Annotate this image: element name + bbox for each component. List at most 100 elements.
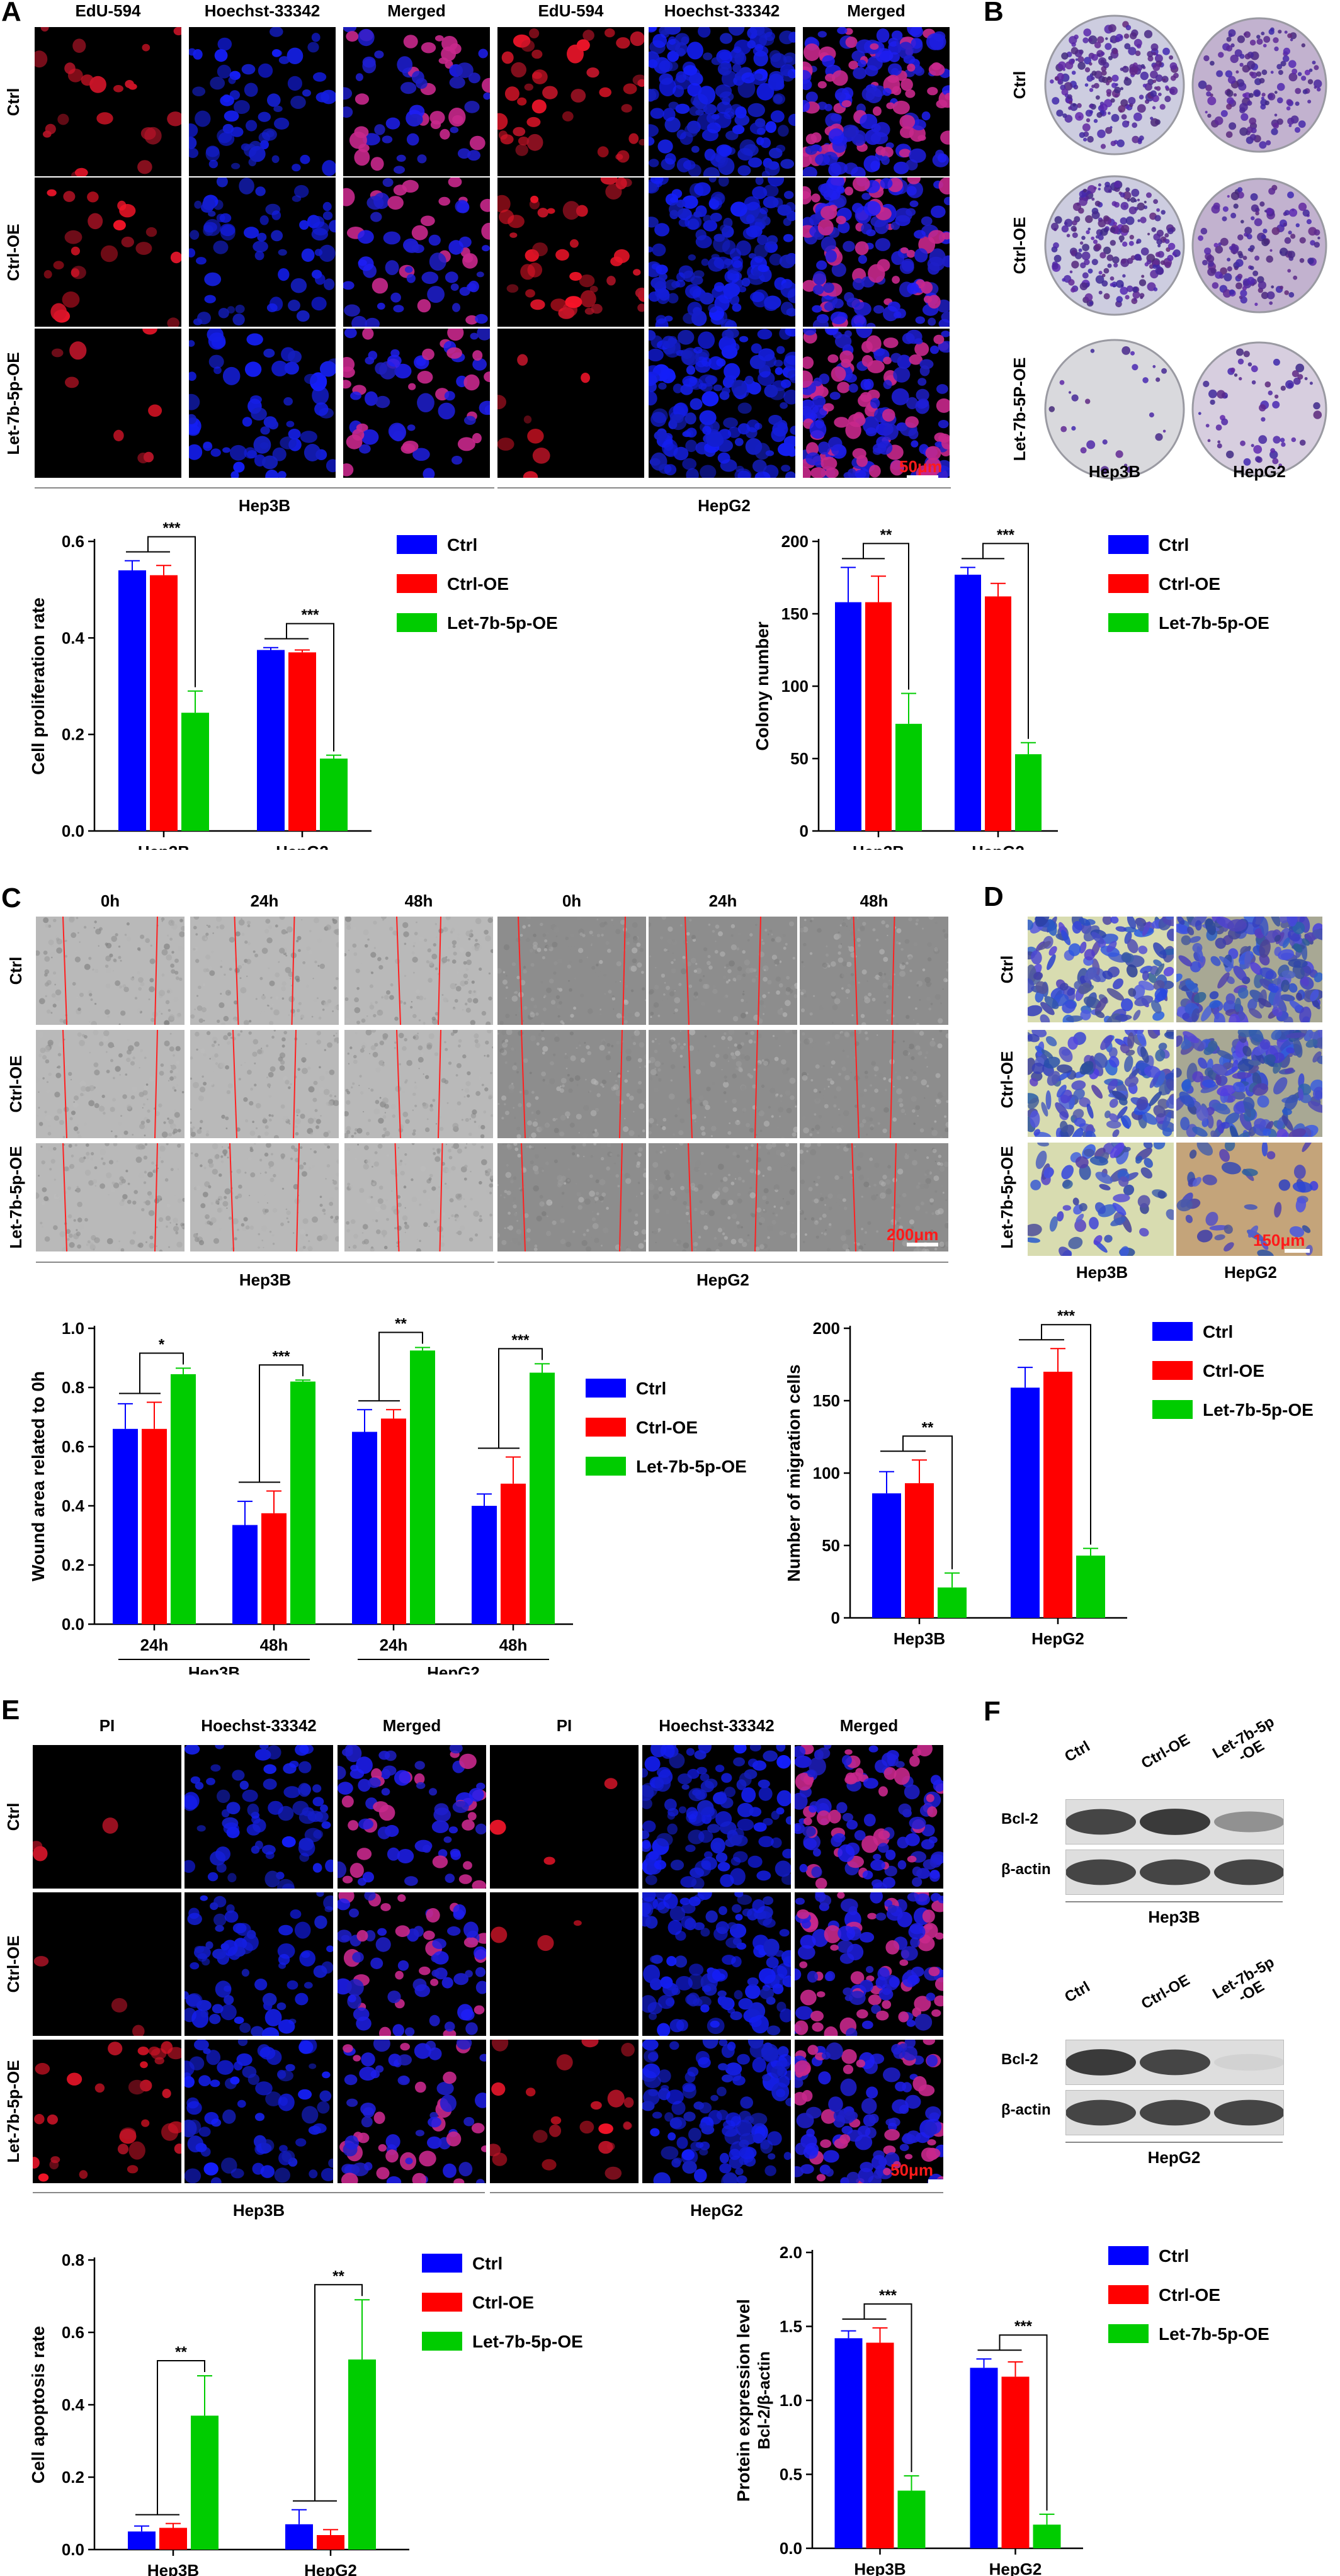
legend-swatch-apoptosis-1 [422,2293,462,2312]
blot-row-label-f-hepg2-1: β-actin [1001,2101,1051,2118]
micrograph-e-r0-c5 [795,1745,943,1889]
wound-image-r2-c4 [649,1143,797,1251]
micrograph-e-r0-c4 [642,1745,791,1889]
group-label-c-0: Hep3B [239,1270,292,1289]
wound-image-r1-c4 [649,1030,797,1138]
micrograph-e-r1-c3 [490,1892,639,2036]
band-f-hep3b-1-0 [1065,1859,1136,1885]
col-head-a-1: Hoechst-33342 [204,1,321,20]
bar-migration-0-2 [938,1587,967,1618]
wound-image-r0-c3 [497,917,646,1025]
sig-bracket-wound-0 [139,1352,184,1394]
x-tick-label-protein-0: Hep3B [854,2560,906,2576]
row-label-a-2: Let-7b-5p-OE [4,351,23,455]
scale-label-d: 150μm [1253,1231,1305,1250]
scale-bar-a [907,475,938,479]
bar-wound-3-2 [530,1372,555,1624]
lane-label-f-hepg2-0: Ctrl [1062,1978,1093,2006]
legend-label-edu-2: Let-7b-5p-OE [447,613,558,633]
bar-colony-1-1 [985,596,1011,831]
legend-label-migration-0: Ctrl [1203,1322,1233,1342]
col-head-c-1: 24h [250,891,279,910]
x-tick-label-edu-1: HepG2 [276,842,329,850]
legend-label-protein-2: Let-7b-5p-OE [1159,2324,1269,2344]
category-group-label-wound-1: HepG2 [427,1663,480,1675]
legend-swatch-edu-1 [397,574,437,593]
bar-wound-2-0 [352,1432,377,1624]
micrograph-a-r1-c5 [803,178,950,327]
y-axis-label2-protein: Bcl-2/β-actin [754,2351,773,2449]
legend-swatch-colony-0 [1108,535,1149,554]
legend-label-wound-2: Let-7b-5p-OE [636,1457,747,1476]
y-tick-label-edu-1: 0.2 [62,725,84,744]
col-head-e-2: Merged [382,1716,441,1735]
band-f-hepg2-1-2 [1214,2099,1285,2126]
bar-migration-1-1 [1043,1372,1072,1618]
scale-label-c: 200μm [887,1225,939,1244]
micrograph-e-r1-c2 [338,1892,486,2036]
bar-wound-1-2 [290,1381,315,1624]
micrograph-a-r0-c5 [803,27,950,176]
sig-bracket-edu-1 [286,623,334,752]
x-tick-label-wound-3: 48h [499,1635,528,1654]
micrograph-e-r0-c0 [33,1745,181,1889]
bar-edu-1-0 [257,650,285,831]
micrograph-a-r0-c4 [649,27,795,176]
micrograph-e-r0-c3 [490,1745,639,1889]
sig-bracket-wound-2 [378,1331,423,1401]
panel-letter-b: B [984,0,1004,27]
sig-label-colony-1: *** [997,526,1015,543]
colony-plate-hep3b-2 [1044,339,1185,480]
legend-swatch-protein-2 [1108,2324,1149,2343]
wound-image-r1-c0 [36,1030,185,1138]
y-tick-label-wound-3: 0.6 [62,1437,84,1456]
scale-bar-c [907,1243,938,1246]
row-label-b-1: Ctrl-OE [1010,217,1029,274]
x-tick-label-apoptosis-1: HepG2 [304,2561,357,2576]
row-label-d-2: Let-7b-5p-OE [997,1146,1016,1249]
legend-swatch-protein-0 [1108,2246,1149,2265]
wound-image-r0-c5 [800,917,948,1025]
bar-wound-0-2 [171,1374,196,1624]
lane-label-f-hep3b-1: Ctrl-OE [1138,1731,1193,1773]
bar-edu-0-0 [118,570,146,831]
y-axis-label-migration: Number of migration cells [784,1364,803,1581]
wound-image-r2-c2 [344,1143,493,1251]
chart-apoptosis: 0.0 0.2 0.4 0.6 0.8 Cell apoptosis rate ** Hep3… [0,2241,667,2576]
bar-edu-0-1 [150,575,178,831]
bar-edu-1-2 [320,759,348,831]
micrograph-a-r2-c5 [803,329,950,478]
micrograph-e-r2-c0 [33,2040,181,2183]
y-tick-label-colony-3: 150 [781,604,809,623]
blot-f-hep3b-0 [1065,1799,1285,1844]
scale-bar-d [1285,1249,1310,1253]
col-head-e-5: Merged [839,1716,899,1735]
band-f-hep3b-0-0 [1065,1809,1136,1835]
y-tick-label-protein-2: 1.0 [780,2391,802,2410]
legend-label-apoptosis-0: Ctrl [472,2254,502,2273]
col-head-a-5: Merged [847,1,906,20]
legend-swatch-colony-1 [1108,574,1149,593]
micrograph-e-r2-c2 [338,2040,486,2183]
micrograph-a-r0-c0 [35,27,181,176]
legend-swatch-migration-0 [1152,1322,1193,1341]
bar-migration-1-0 [1011,1387,1040,1618]
legend-label-migration-1: Ctrl-OE [1203,1361,1264,1381]
bar-apoptosis-1-1 [317,2535,344,2550]
row-label-b-2: Let-7b-5P-OE [1010,357,1029,461]
sig-bracket-migration-1 [1041,1324,1091,1545]
bar-apoptosis-1-2 [348,2359,376,2550]
legend-swatch-apoptosis-0 [422,2254,462,2273]
col-head-a-0: EdU-594 [75,1,141,20]
bar-apoptosis-1-0 [285,2524,313,2550]
bar-wound-0-1 [142,1428,167,1624]
legend-swatch-edu-0 [397,535,437,554]
group-label-d-0: Hep3B [1076,1263,1128,1282]
y-tick-label-apoptosis-0: 0.0 [62,2540,84,2559]
micrograph-e-r1-c4 [642,1892,791,2036]
blot-row-label-f-hep3b-1: β-actin [1001,1861,1051,1878]
y-tick-label-protein-1: 0.5 [780,2465,802,2484]
chart-colony: 0 50 100 150 200 Colony number ** Hep3B *** HepG2… [667,523,1340,850]
chart-protein: 0.0 0.5 1.0 1.5 2.0 Protein expression level B… [680,2229,1340,2576]
sig-label-protein-1: *** [1014,2318,1033,2335]
